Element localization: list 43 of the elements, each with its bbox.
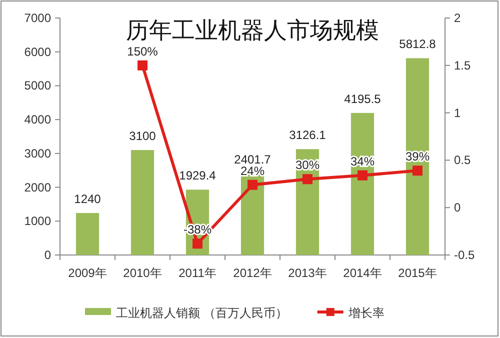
data-label: 1929.4	[179, 168, 216, 183]
x-tick-label: 2013年	[288, 266, 327, 280]
data-label: 150%	[127, 44, 158, 58]
y-tick-label: 6000	[24, 44, 52, 59]
y-tick-label: 4000	[24, 112, 52, 127]
bar	[240, 174, 264, 255]
data-label: 1240	[74, 192, 102, 206]
bar	[350, 112, 374, 255]
y-tick-label: 1000	[24, 214, 52, 228]
y-tick-label: 7000	[24, 11, 52, 25]
bar	[76, 213, 100, 255]
legend-label: 工业机器人销额 （百万人民币）	[116, 306, 288, 320]
y2-tick-label: 0.5	[454, 153, 472, 168]
y2-tick-label: 0	[454, 200, 461, 215]
x-tick-label: 2014年	[343, 266, 382, 280]
legend-label: 增长率	[347, 306, 384, 320]
point	[358, 170, 368, 180]
point	[138, 60, 148, 70]
y2-tick-label: 1.5	[454, 58, 472, 72]
point	[302, 174, 312, 184]
x-tick-label: 2015年	[398, 266, 437, 280]
y-tick-label: 0	[44, 248, 52, 262]
data-label: 3126.1	[289, 128, 326, 142]
x-tick-label: 2011年	[178, 266, 216, 280]
point	[192, 238, 202, 249]
point	[412, 166, 422, 176]
x-tick-label: 2010年	[123, 266, 162, 280]
y-tick-label: 3000	[24, 146, 52, 160]
y-tick-label: 5000	[24, 78, 52, 93]
bar	[406, 58, 430, 255]
chart-title: 历年工业机器人市场规模	[126, 18, 379, 44]
y2-tick-label: 1	[454, 106, 461, 120]
point	[248, 180, 258, 190]
bar	[130, 150, 154, 255]
data-label: 3100	[129, 129, 156, 144]
data-label: 4195.5	[344, 92, 382, 106]
y-tick-label: 2000	[24, 180, 52, 194]
y2-tick-label: 2	[454, 11, 461, 25]
data-label: 2401.7	[234, 152, 272, 167]
x-tick-label: 2012年	[233, 266, 272, 280]
data-label: 5812.8	[399, 37, 436, 52]
x-tick-label: 2009年	[68, 266, 107, 280]
y2-tick-label: -0.5	[454, 248, 476, 262]
